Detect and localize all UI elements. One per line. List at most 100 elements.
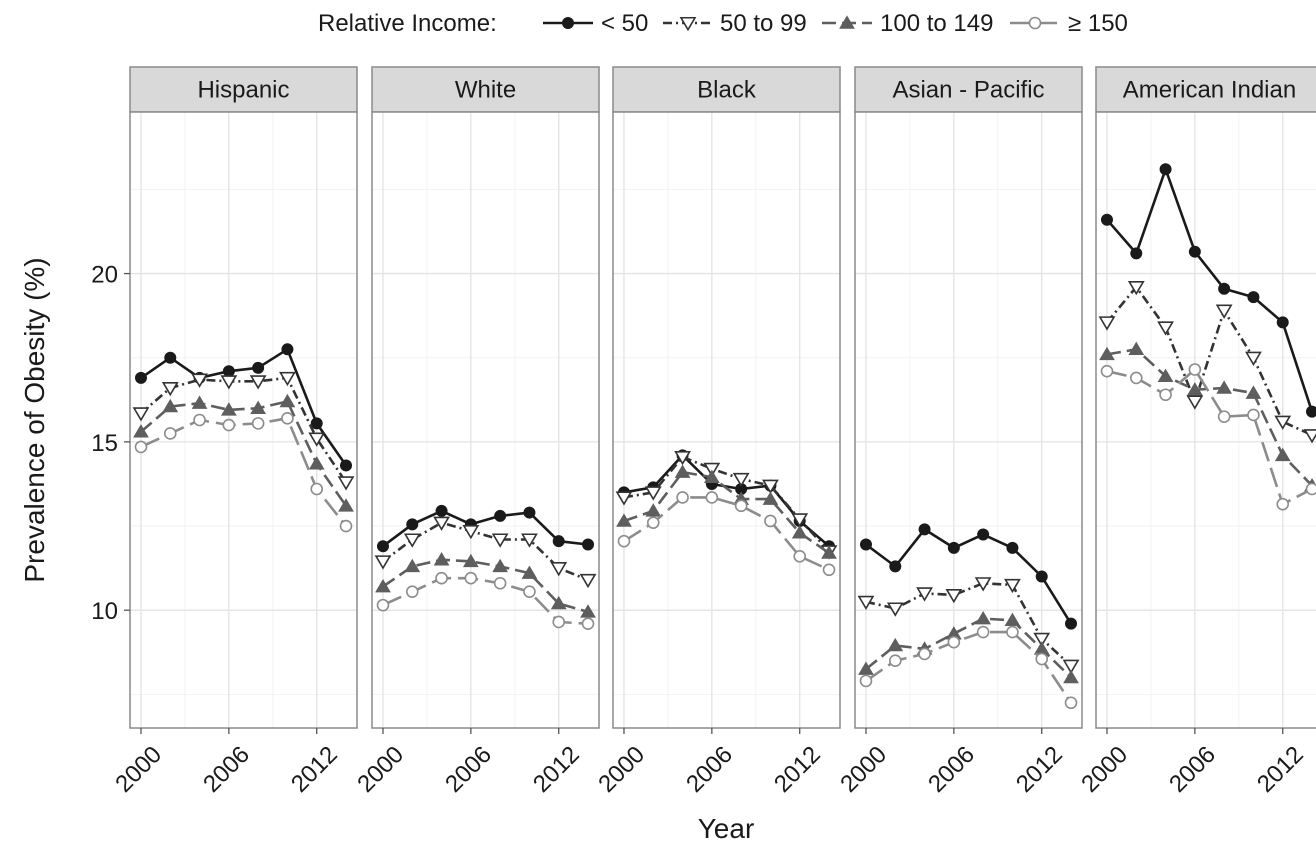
data-point-50-to-99-asian-pacific-2010 bbox=[1004, 578, 1021, 594]
data-point-50-to-99-american-indian-2008 bbox=[1215, 304, 1233, 319]
plot-background-white bbox=[372, 112, 599, 728]
y-axis: 10 15 20 Prevalence of Obesity (%) bbox=[19, 257, 130, 625]
data-point-100-to-149-hispanic-2012 bbox=[308, 456, 325, 470]
data-point-100-to-149-white-2012 bbox=[550, 595, 567, 610]
legend-key-marker-gte-150 bbox=[1028, 16, 1042, 30]
x-tick-label: 2000 bbox=[110, 741, 167, 798]
data-point-100-to-149-black-2004 bbox=[674, 464, 691, 478]
data-point-50-to-99-hispanic-2008 bbox=[249, 375, 267, 390]
data-point-50-to-99-hispanic-2002 bbox=[161, 381, 179, 397]
x-tick-label: 2006 bbox=[440, 741, 497, 798]
data-point-100-to-149-hispanic-2010 bbox=[279, 393, 296, 408]
strip-label-black: Black bbox=[697, 77, 757, 104]
data-point-gte-150-black-2006 bbox=[705, 491, 719, 504]
data-point-gte-150-black-2004 bbox=[676, 491, 689, 504]
data-point-gte-150-american-indian-2014 bbox=[1305, 482, 1316, 496]
data-point-50-to-99-white-2008 bbox=[491, 533, 509, 548]
data-point-100-to-149-asian-pacific-2010 bbox=[1004, 612, 1021, 627]
x-tick-label: 2012 bbox=[286, 741, 343, 798]
data-point-50-to-99-asian-pacific-2006 bbox=[945, 588, 963, 604]
data-point-50-to-99-american-indian-2010 bbox=[1245, 351, 1262, 366]
panel-data-black bbox=[615, 449, 838, 577]
data-point-50-to-99-hispanic-2000 bbox=[132, 407, 150, 422]
panel-border-asian-pacific bbox=[854, 111, 1083, 729]
x-tick-label: 2012 bbox=[528, 741, 585, 798]
data-point-lt-50-hispanic-2002 bbox=[164, 351, 177, 364]
data-point-lt-50-american-indian-2014 bbox=[1306, 405, 1316, 418]
data-point-gte-150-american-indian-2008 bbox=[1217, 410, 1231, 423]
legend-label-lt-50: < 50 bbox=[601, 10, 648, 37]
data-point-gte-150-black-2008 bbox=[734, 499, 748, 513]
data-point-50-to-99-hispanic-2004 bbox=[191, 373, 208, 388]
data-point-gte-150-asian-pacific-2002 bbox=[888, 654, 902, 667]
data-point-50-to-99-hispanic-2012 bbox=[308, 432, 326, 447]
data-point-50-to-99-white-2010 bbox=[521, 533, 538, 548]
data-point-50-to-99-white-2004 bbox=[433, 516, 450, 531]
data-point-100-to-149-white-2006 bbox=[462, 553, 479, 568]
data-point-100-to-149-hispanic-2002 bbox=[162, 398, 179, 413]
data-point-50-to-99-american-indian-2012 bbox=[1274, 415, 1292, 430]
data-point-100-to-149-asian-pacific-2014 bbox=[1063, 669, 1079, 684]
panel-data-white bbox=[374, 504, 597, 630]
data-point-50-to-99-american-indian-2000 bbox=[1098, 316, 1116, 331]
panel-american-indian: American Indian 2000 2006 2012 bbox=[1076, 66, 1316, 798]
data-point-50-to-99-black-2004 bbox=[674, 450, 691, 466]
x-axis-title: Year bbox=[698, 813, 755, 844]
data-point-lt-50-hispanic-2006 bbox=[222, 365, 235, 378]
strip-asian-pacific bbox=[854, 66, 1083, 113]
data-point-gte-150-hispanic-2012 bbox=[310, 482, 324, 496]
data-point-gte-150-american-indian-2006 bbox=[1188, 363, 1202, 376]
data-point-lt-50-white-2000 bbox=[376, 540, 389, 553]
data-point-gte-150-asian-pacific-2000 bbox=[859, 674, 873, 688]
panel-border-hispanic bbox=[129, 111, 358, 729]
data-point-lt-50-asian-pacific-2004 bbox=[918, 523, 931, 536]
data-point-50-to-99-american-indian-2002 bbox=[1127, 280, 1145, 296]
legend-key-marker-100-to-149 bbox=[839, 15, 855, 29]
data-point-100-to-149-asian-pacific-2000 bbox=[858, 661, 874, 675]
series-line-50-to-99-black bbox=[623, 455, 830, 553]
x-tick-label: 2006 bbox=[198, 741, 255, 798]
strip-label-american-indian: American Indian bbox=[1123, 77, 1296, 104]
data-point-50-to-99-asian-pacific-2000 bbox=[857, 595, 875, 610]
panel-asian-pacific: Asian - Pacific 2000 2006 2012 bbox=[835, 66, 1083, 798]
data-point-100-to-149-american-indian-2000 bbox=[1099, 346, 1115, 361]
data-point-lt-50-asian-pacific-2000 bbox=[859, 538, 872, 551]
data-point-lt-50-asian-pacific-2010 bbox=[1006, 541, 1019, 554]
data-point-50-to-99-black-2008 bbox=[732, 472, 750, 488]
series-line-50-to-99-asian-pacific bbox=[865, 581, 1072, 667]
data-point-gte-150-hispanic-2004 bbox=[193, 413, 206, 427]
legend-label-100-to-149: 100 to 149 bbox=[880, 10, 993, 37]
data-point-100-to-149-white-2000 bbox=[375, 578, 391, 593]
legend-label-gte-150: ≥ 150 bbox=[1068, 10, 1128, 37]
data-point-100-to-149-american-indian-2010 bbox=[1245, 385, 1262, 399]
data-point-lt-50-american-indian-2008 bbox=[1218, 282, 1231, 295]
data-point-50-to-99-black-2006 bbox=[703, 462, 721, 478]
data-point-lt-50-asian-pacific-2014 bbox=[1065, 617, 1078, 630]
data-point-50-to-99-asian-pacific-2012 bbox=[1033, 632, 1051, 648]
data-point-100-to-149-black-2014 bbox=[821, 545, 837, 559]
data-point-gte-150-black-2012 bbox=[793, 550, 807, 563]
data-point-100-to-149-black-2002 bbox=[645, 503, 662, 517]
data-point-gte-150-american-indian-2004 bbox=[1159, 388, 1172, 402]
data-point-lt-50-american-indian-2006 bbox=[1188, 245, 1201, 258]
data-point-gte-150-black-2002 bbox=[646, 516, 660, 529]
data-point-100-to-149-hispanic-2014 bbox=[338, 498, 354, 512]
panel-border-black bbox=[612, 111, 841, 729]
x-tick-label: 2012 bbox=[1011, 741, 1068, 798]
legend-label-50-to-99: 50 to 99 bbox=[720, 10, 807, 37]
data-point-lt-50-asian-pacific-2012 bbox=[1035, 570, 1048, 583]
data-point-lt-50-american-indian-2010 bbox=[1247, 291, 1260, 304]
y-tick-label: 10 bbox=[91, 598, 118, 625]
data-point-lt-50-asian-pacific-2006 bbox=[947, 541, 960, 554]
strip-label-asian-pacific: Asian - Pacific bbox=[892, 77, 1044, 104]
series-line-lt-50-american-indian bbox=[1106, 167, 1314, 413]
x-tick-label: 2006 bbox=[1164, 741, 1221, 798]
series-line-100-to-149-asian-pacific bbox=[865, 617, 1072, 679]
x-tick-label: 2000 bbox=[1076, 741, 1133, 798]
data-point-50-to-99-hispanic-2010 bbox=[279, 371, 296, 387]
data-point-gte-150-hispanic-2008 bbox=[251, 417, 265, 430]
data-point-100-to-149-white-2014 bbox=[580, 604, 596, 618]
data-point-gte-150-black-2000 bbox=[617, 534, 631, 548]
